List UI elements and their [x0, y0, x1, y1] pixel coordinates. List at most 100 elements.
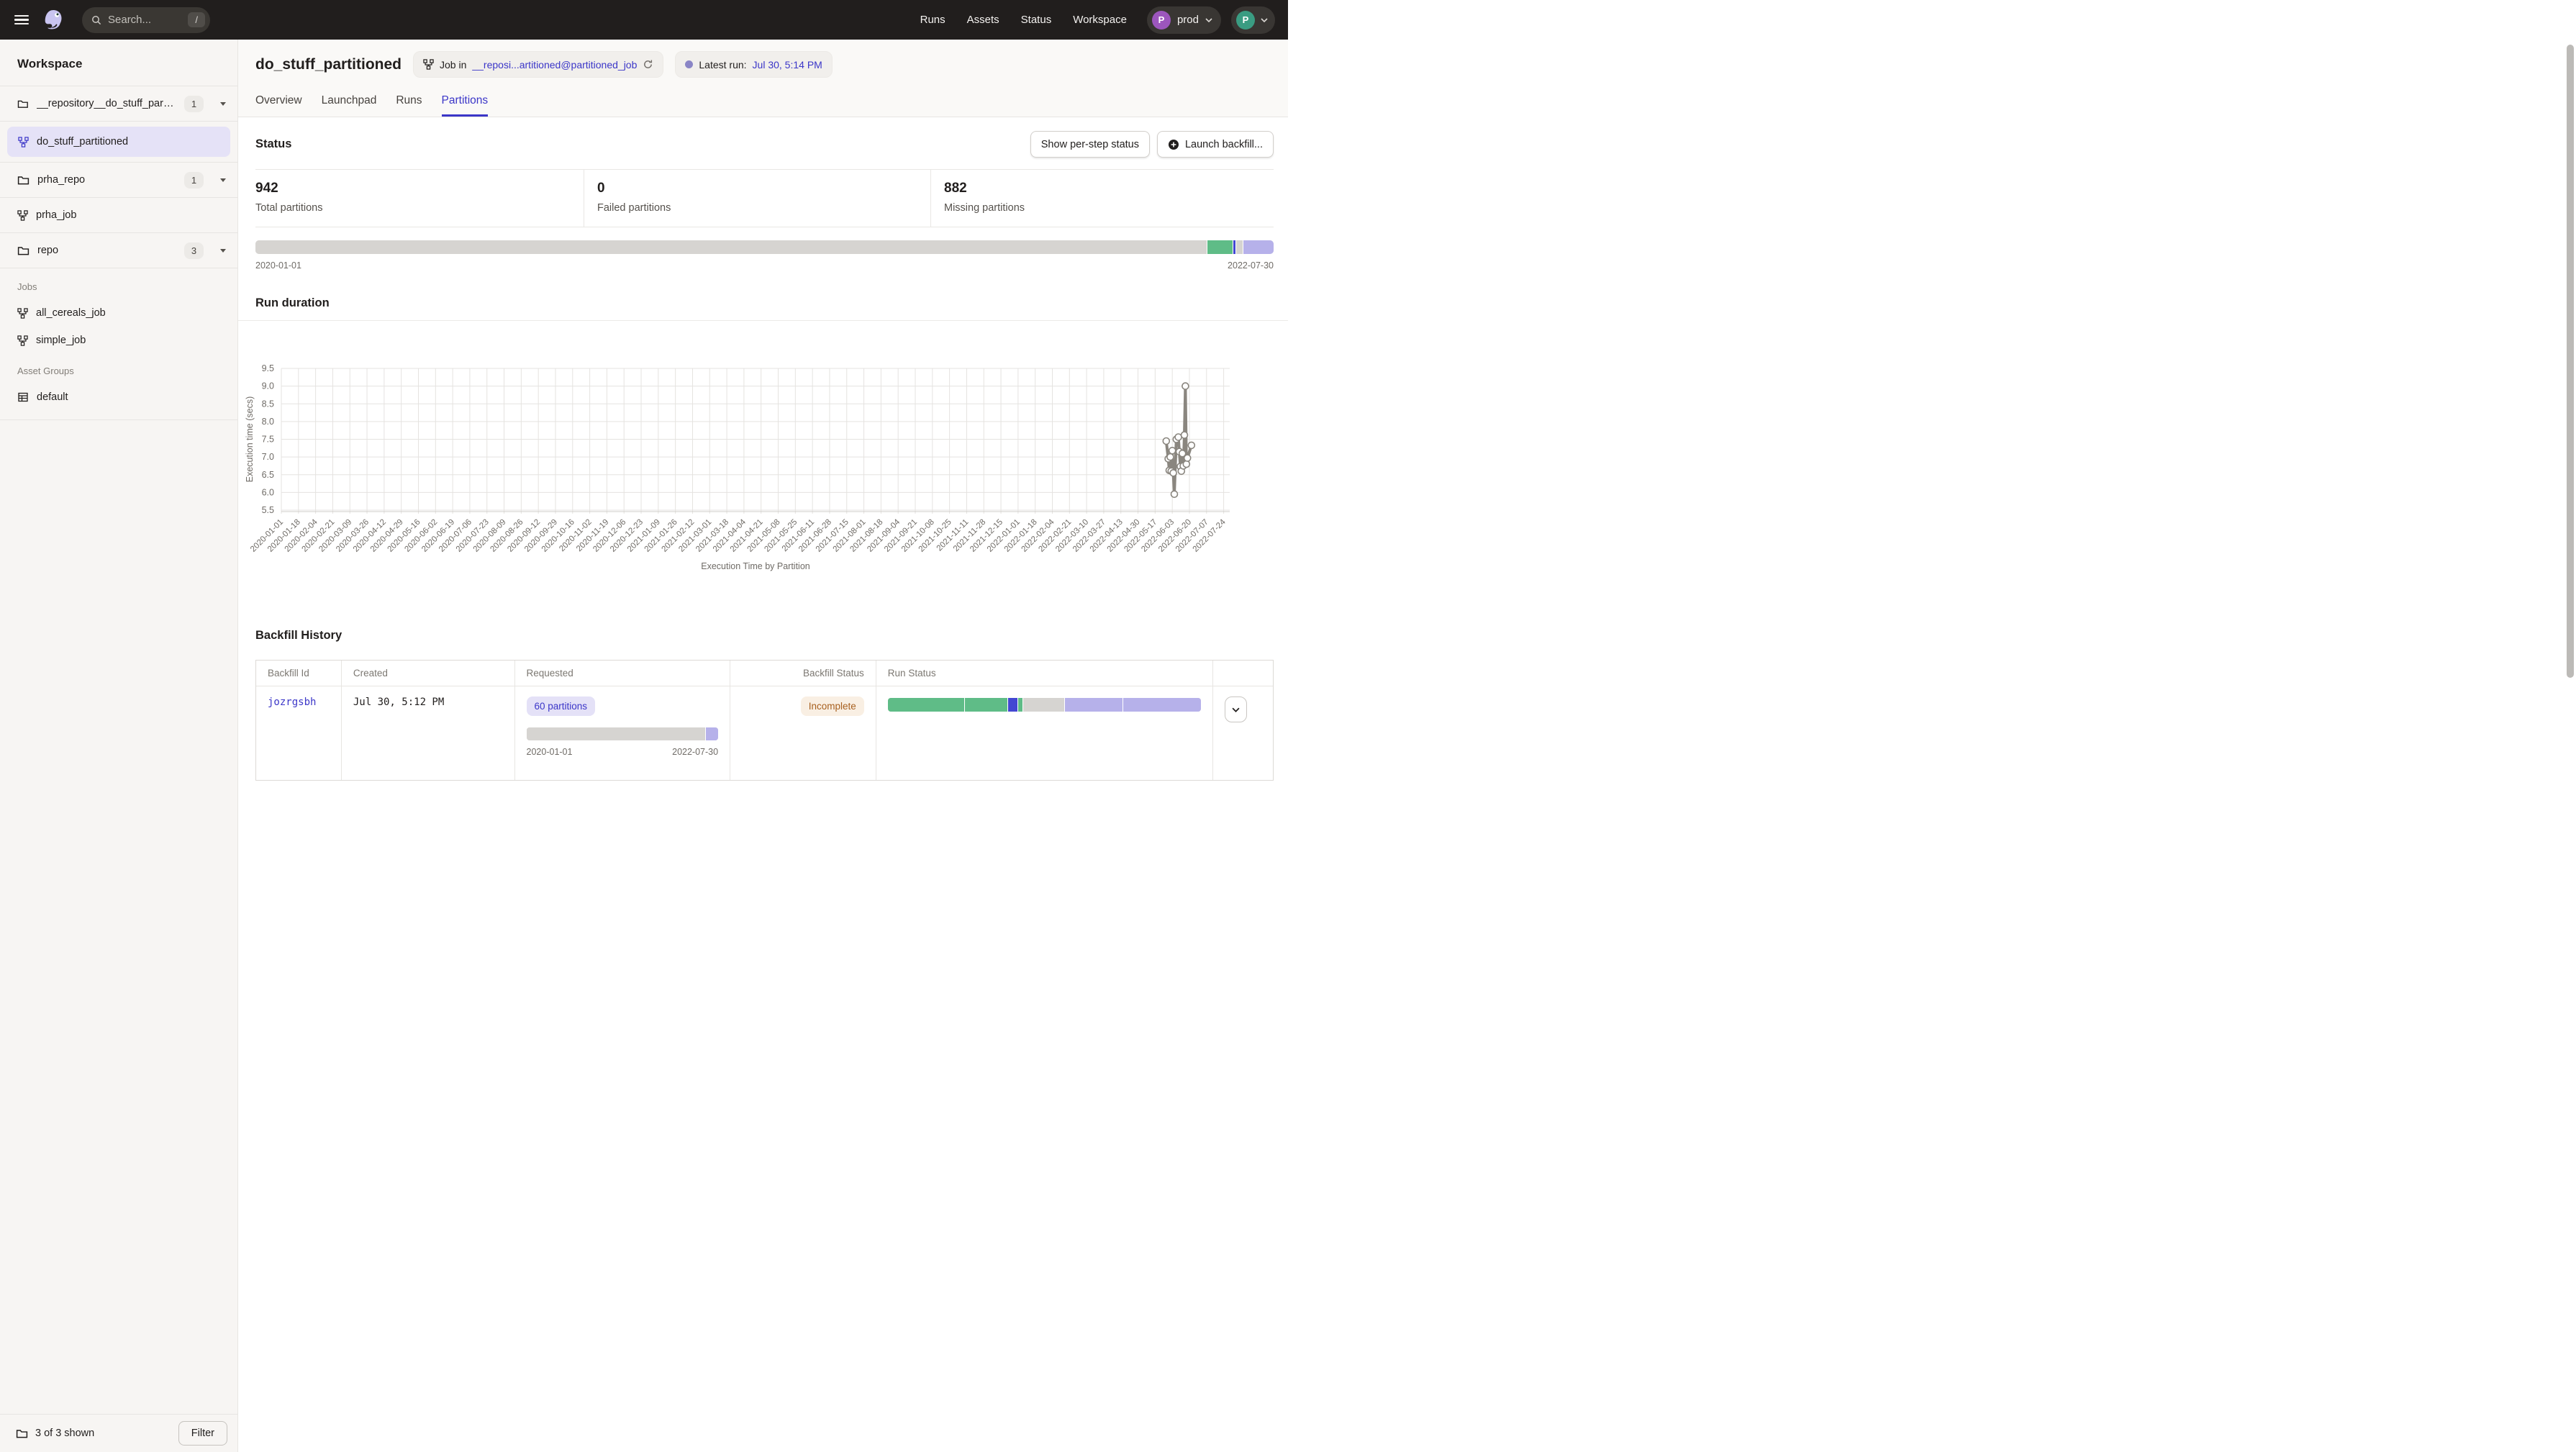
stat-value: 942 — [255, 181, 584, 196]
filter-button[interactable]: Filter — [178, 1421, 227, 1446]
column-header-backfill-status: Backfill Status — [730, 661, 876, 686]
page-title: do_stuff_partitioned — [255, 56, 402, 73]
latest-run-label: Latest run: — [699, 59, 746, 71]
stat-value: 882 — [944, 181, 1274, 196]
partition-status-bar[interactable] — [255, 240, 1274, 254]
sidebar-item-default[interactable]: default — [0, 384, 237, 411]
caret-down-icon[interactable] — [220, 102, 226, 106]
run-duration-chart-wrap: 9.59.08.58.07.57.06.56.05.52020-01-01202… — [238, 320, 1288, 578]
bar-segment-lavender — [706, 727, 718, 740]
stat-missing-partitions: 882 Missing partitions — [930, 170, 1274, 227]
sidebar-item-prha_repo[interactable]: prha_repo1 — [0, 162, 237, 197]
svg-text:6.0: 6.0 — [262, 487, 274, 497]
stat-label: Total partitions — [255, 202, 584, 214]
sidebar-title: Workspace — [0, 40, 237, 86]
repo-contents: Jobs all_cereals_jobsimple_job Asset Gro… — [0, 268, 237, 420]
caret-down-icon[interactable] — [220, 178, 226, 182]
sidebar-item-simple_job[interactable]: simple_job — [0, 327, 237, 354]
svg-text:7.0: 7.0 — [262, 452, 274, 462]
dagster-logo-icon[interactable] — [42, 9, 65, 32]
job-origin-link[interactable]: __reposi...artitioned@partitioned_job — [472, 59, 637, 71]
folder-icon — [17, 98, 29, 110]
tab-runs[interactable]: Runs — [396, 94, 422, 117]
backfill-id-link[interactable]: jozrgsbh — [268, 696, 316, 708]
tab-launchpad[interactable]: Launchpad — [322, 94, 377, 117]
top-nav-bar: / Runs Assets Status Workspace P prod P — [0, 0, 1288, 40]
job-tabs: Overview Launchpad Runs Partitions — [255, 94, 1274, 117]
nav-link-assets[interactable]: Assets — [967, 14, 999, 26]
bar-segment-lavender — [1065, 698, 1123, 712]
column-header-requested: Requested — [515, 661, 731, 686]
tab-overview[interactable]: Overview — [255, 94, 302, 117]
partition-range-start: 2020-01-01 — [255, 260, 301, 271]
sidebar-item-__repository__do_stuff_partitio...[interactable]: __repository__do_stuff_partitio...1 — [0, 86, 237, 121]
status-section-title: Status — [255, 137, 291, 151]
count-badge: 1 — [184, 172, 204, 189]
nav-link-status[interactable]: Status — [1021, 14, 1052, 26]
svg-text:Execution time (secs): Execution time (secs) — [245, 396, 255, 482]
expand-row-button[interactable] — [1225, 696, 1247, 722]
column-header-run-status: Run Status — [876, 661, 1213, 686]
search-shortcut-key: / — [188, 12, 205, 27]
bar-segment-lavender — [1123, 698, 1201, 712]
show-per-step-status-button[interactable]: Show per-step status — [1030, 131, 1150, 158]
svg-text:9.0: 9.0 — [262, 381, 274, 391]
plus-circle-icon — [1168, 139, 1179, 150]
vertical-scrollbar[interactable] — [2567, 45, 2574, 678]
asset-group-icon — [17, 391, 29, 403]
chevron-down-icon — [1232, 707, 1240, 712]
job-icon — [18, 137, 29, 148]
sidebar-item-do_stuff_partitioned[interactable]: do_stuff_partitioned — [7, 127, 230, 157]
job-icon — [17, 308, 28, 319]
deployment-avatar: P — [1152, 11, 1171, 30]
sidebar-item-all_cereals_job[interactable]: all_cereals_job — [0, 299, 237, 327]
backfill-history-title: Backfill History — [238, 629, 1288, 643]
search-icon — [91, 14, 102, 26]
bar-segment-gray — [527, 727, 706, 740]
tab-partitions[interactable]: Partitions — [442, 94, 489, 117]
partition-status-bar-wrap: 2020-01-01 2022-07-30 — [255, 240, 1274, 271]
folder-icon — [17, 174, 30, 186]
run-status-bar[interactable] — [888, 698, 1201, 712]
job-icon — [17, 335, 28, 346]
jobs-section-label: Jobs — [0, 270, 237, 299]
search-input[interactable] — [108, 14, 174, 26]
svg-text:8.5: 8.5 — [262, 399, 274, 409]
hamburger-menu-icon[interactable] — [14, 15, 29, 25]
chevron-down-icon — [1205, 18, 1212, 22]
count-badge: 3 — [184, 242, 204, 259]
caret-down-icon[interactable] — [220, 249, 226, 253]
requested-partitions-chip[interactable]: 60 partitions — [527, 696, 596, 716]
deployment-switcher[interactable]: P prod — [1147, 6, 1221, 34]
nav-link-workspace[interactable]: Workspace — [1073, 14, 1127, 26]
sidebar-footer: 3 of 3 shown Filter — [0, 1414, 237, 1452]
table-row: jozrgsbh Jul 30, 5:12 PM 60 partitions 2… — [256, 686, 1273, 780]
column-header-actions — [1213, 661, 1273, 686]
run-status-dot — [685, 60, 693, 68]
partition-range-end: 2022-07-30 — [1228, 260, 1274, 271]
svg-text:8.0: 8.0 — [262, 417, 274, 427]
partition-stats: 942 Total partitions 0 Failed partitions… — [255, 169, 1274, 227]
bar-segment-gray — [1236, 240, 1243, 254]
workspace-sidebar: Workspace __repository__do_stuff_partiti… — [0, 40, 238, 1452]
folder-icon — [16, 1428, 28, 1440]
bar-segment-green — [888, 698, 966, 712]
sidebar-item-prha_job[interactable]: prha_job — [0, 197, 237, 232]
stat-total-partitions: 942 Total partitions — [255, 170, 584, 227]
bar-segment-green — [965, 698, 1008, 712]
folder-icon — [17, 245, 30, 257]
nav-link-runs[interactable]: Runs — [920, 14, 945, 26]
latest-run-link[interactable]: Jul 30, 5:14 PM — [753, 59, 822, 71]
global-search[interactable]: / — [82, 7, 210, 33]
stat-value: 0 — [597, 181, 930, 196]
backfill-status-badge: Incomplete — [801, 696, 864, 716]
repos-shown-count: 3 of 3 shown — [35, 1428, 94, 1439]
job-icon — [17, 210, 28, 221]
launch-backfill-button[interactable]: Launch backfill... — [1157, 131, 1274, 158]
sidebar-item-repo[interactable]: repo3 — [0, 232, 237, 268]
requested-range-start: 2020-01-01 — [527, 747, 573, 757]
bar-segment-gray — [255, 240, 1207, 254]
job-header: do_stuff_partitioned Job in __reposi...a… — [238, 40, 1288, 117]
reload-icon[interactable] — [643, 59, 653, 70]
user-menu[interactable]: P — [1231, 6, 1275, 34]
